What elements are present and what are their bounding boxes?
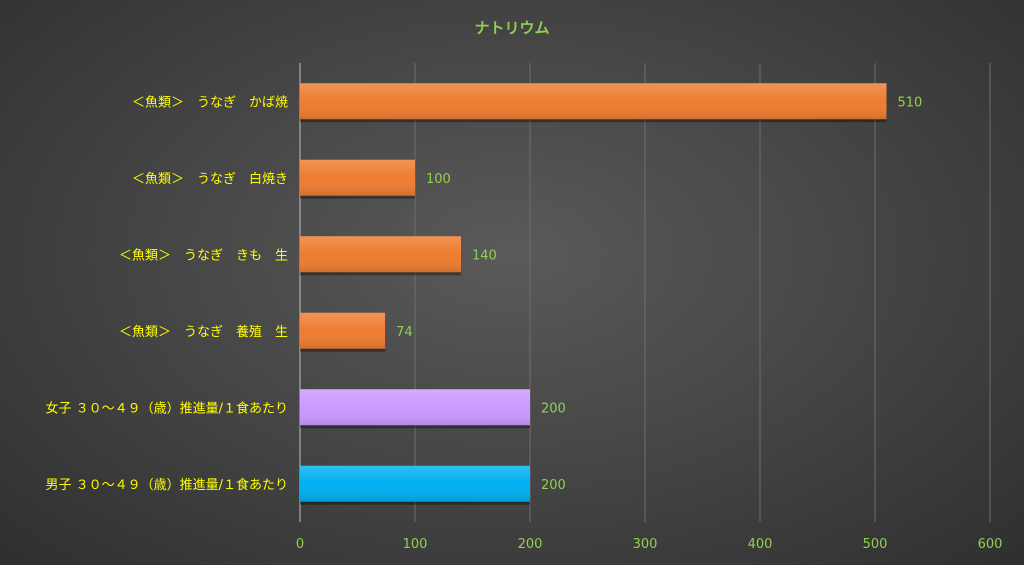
x-tick-label: 200 (518, 537, 543, 552)
bar-highlight (300, 83, 887, 120)
bars (300, 83, 887, 505)
x-tick-label: 300 (633, 537, 658, 552)
data-label: 100 (426, 172, 451, 187)
x-tick-label: 100 (403, 537, 428, 552)
category-label: 女子 ３０～４９（歳）推進量/１食あたり (45, 400, 288, 416)
category-label: ＜魚類＞ うなぎ かば焼 (132, 95, 288, 110)
bar-highlight (300, 159, 415, 196)
data-label: 140 (472, 248, 497, 263)
gridlines (299, 63, 991, 522)
bar-highlight (300, 236, 461, 273)
labels: 0 100 200 300 400 500 600 510 ＜魚類＞ うなぎ かば焼 100 ＜魚類… (45, 95, 1002, 552)
data-label: 200 (541, 401, 566, 416)
bar-highlight (300, 389, 530, 426)
bar-highlight (300, 465, 530, 502)
category-label: 男子 ３０～４９（歳）推進量/１食あたり (45, 477, 288, 493)
category-label: ＜魚類＞ うなぎ 白焼き (132, 171, 288, 187)
bar-highlight (300, 312, 386, 349)
x-tick-label: 0 (296, 537, 304, 552)
category-label: ＜魚類＞ うなぎ きも 生 (119, 248, 288, 263)
x-tick-label: 500 (863, 537, 888, 552)
data-label: 200 (541, 478, 566, 493)
data-label: 510 (898, 95, 923, 110)
chart-title: ナトリウム (474, 19, 549, 37)
category-label: ＜魚類＞ うなぎ 養殖 生 (119, 324, 288, 340)
data-label: 74 (396, 325, 413, 340)
x-tick-label: 400 (748, 537, 773, 552)
x-tick-label: 600 (978, 537, 1003, 552)
